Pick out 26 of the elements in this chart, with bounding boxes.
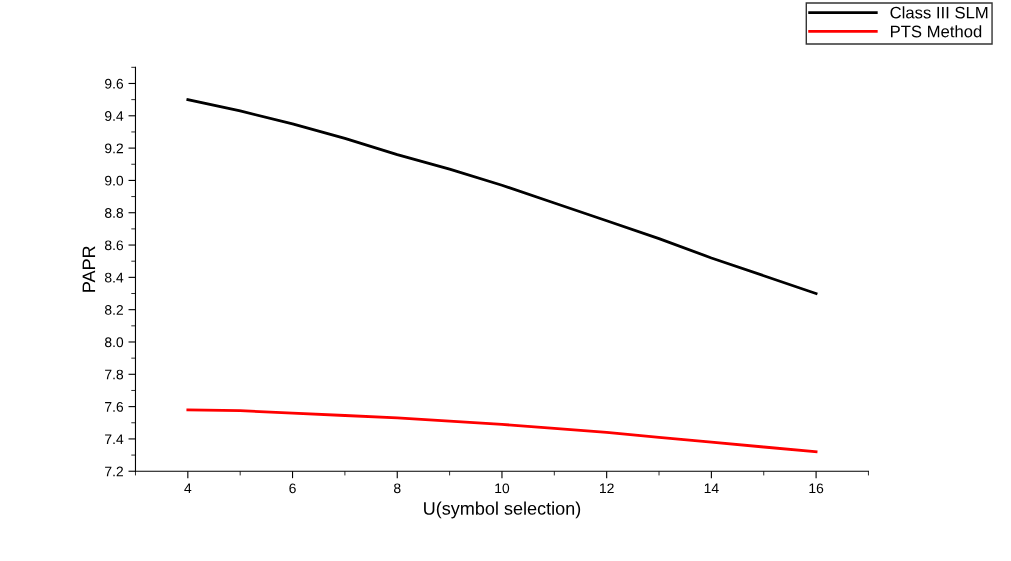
x-tick-label: 8 — [393, 483, 401, 494]
y-tick-label: 9.4 — [105, 111, 124, 121]
line-series — [186, 408, 818, 454]
x-axis-title: U(symbol selection) — [424, 501, 581, 519]
x-tick-label: 4 — [184, 483, 192, 494]
y-tick-label: 7.4 — [105, 434, 124, 444]
y-tick-label: 7.8 — [105, 369, 124, 380]
x-tick-label: 12 — [600, 483, 614, 494]
y-tick-label: 8.6 — [104, 240, 124, 251]
y-tick-label: 9.0 — [105, 175, 124, 186]
y-tick-label: 7.6 — [105, 401, 124, 412]
y-tick-label: 8.4 — [104, 272, 124, 283]
x-tick-label: 14 — [704, 483, 719, 494]
line-series — [186, 98, 818, 295]
legend-label: PTS Method — [890, 25, 982, 38]
legend-label: Class III SLM — [890, 6, 988, 19]
y-tick-label: 8.2 — [104, 305, 123, 315]
x-tick-label: 6 — [289, 483, 296, 494]
x-tick-label: 16 — [809, 483, 824, 494]
y-tick-label: 8.0 — [104, 337, 124, 348]
y-axis-title: PAPR — [82, 246, 96, 292]
y-tick-label: 9.6 — [105, 78, 124, 89]
y-tick-label: 9.2 — [105, 143, 123, 154]
x-tick-label: 10 — [495, 483, 510, 494]
y-tick-label: 8.8 — [104, 208, 124, 218]
y-tick-label: 7.2 — [105, 466, 123, 477]
